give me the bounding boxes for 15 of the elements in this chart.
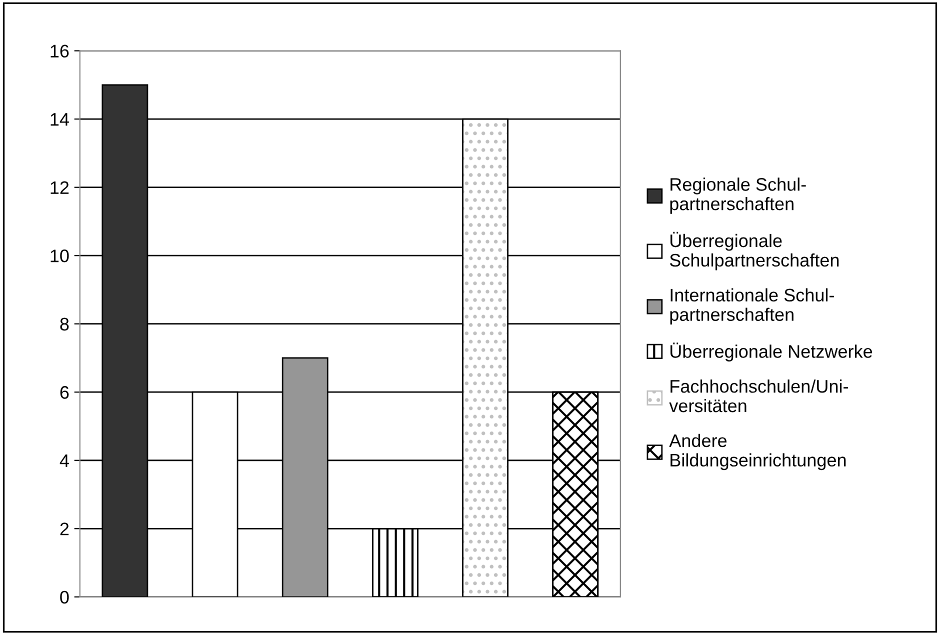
legend-label: Überregionale Schulpartnerschaften (670, 232, 839, 270)
y-tick-label: 10 (50, 250, 69, 262)
legend-label: Internationale Schul- partnerschaften (670, 288, 834, 325)
y-tick-label: 6 (60, 386, 69, 399)
legend-label: Überregionale Netzwerke (670, 342, 872, 362)
legend-label: Fachhochschulen/Uni- versitäten (669, 380, 848, 412)
y-tick-label: 8 (60, 318, 69, 331)
legend-label: Regionale Schul- partnerschaften (670, 178, 806, 214)
y-tick-label: 2 (60, 522, 69, 536)
y-tick-label: 4 (60, 454, 69, 467)
y-tick-label: 0 (60, 590, 69, 604)
legend-label: Andere Bildungseinrichtungen (669, 434, 846, 470)
y-tick-label: 16 (50, 44, 69, 58)
y-tick-label: 14 (50, 113, 69, 126)
y-tick-label: 12 (50, 181, 69, 194)
